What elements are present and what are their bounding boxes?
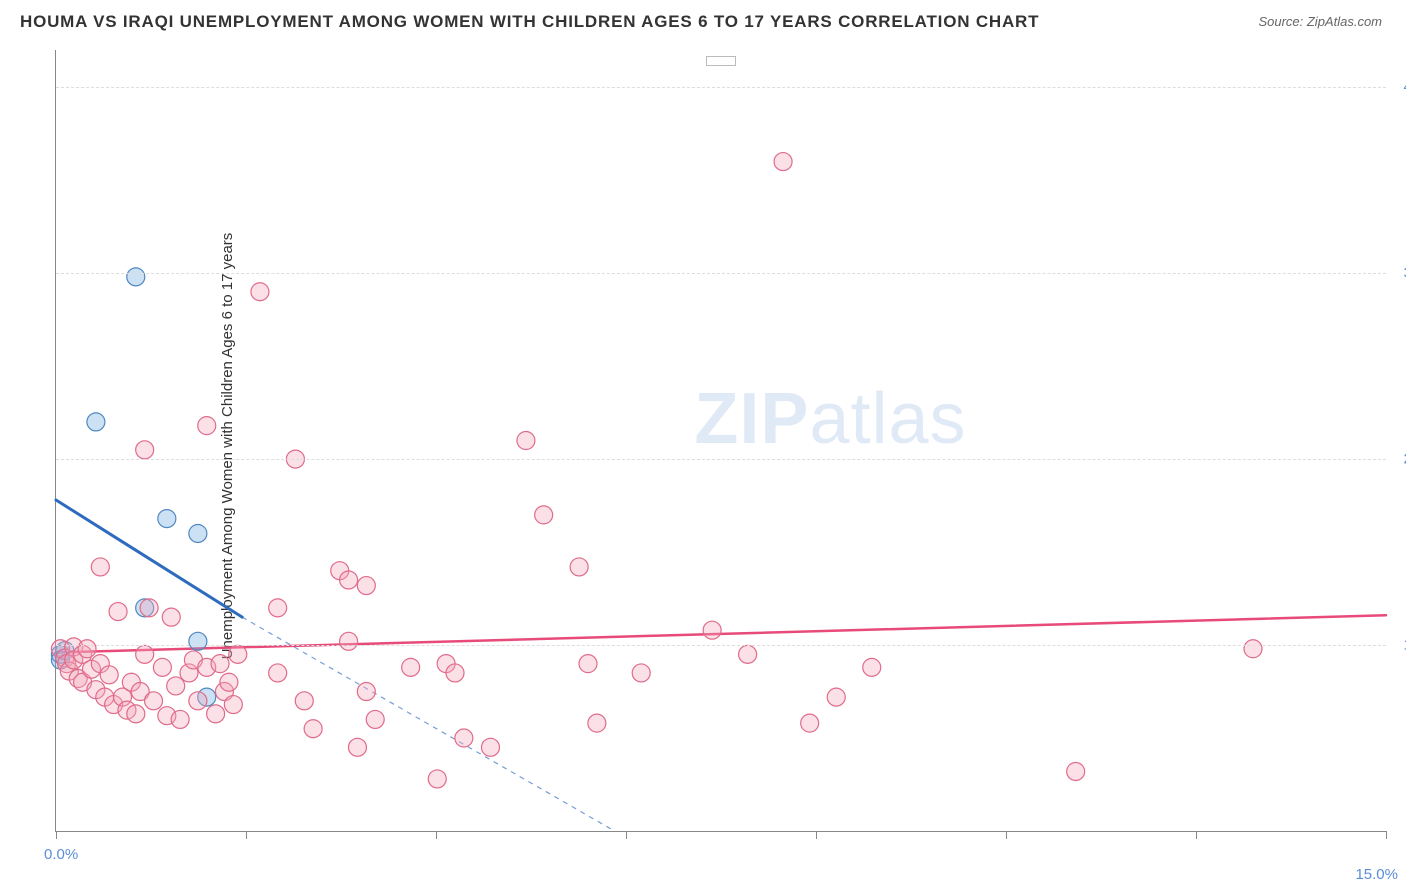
- data-point: [189, 632, 207, 650]
- data-point: [127, 705, 145, 723]
- data-point: [535, 506, 553, 524]
- data-point: [801, 714, 819, 732]
- data-point: [189, 692, 207, 710]
- data-point: [863, 658, 881, 676]
- data-point: [220, 673, 238, 691]
- chart-canvas: [56, 50, 1386, 831]
- data-point: [579, 655, 597, 673]
- data-point: [570, 558, 588, 576]
- gridline-h: [56, 273, 1386, 274]
- data-point: [304, 720, 322, 738]
- data-point: [100, 666, 118, 684]
- data-point: [340, 632, 358, 650]
- trend-line-iraqis: [56, 615, 1386, 652]
- data-point: [632, 664, 650, 682]
- data-point: [198, 417, 216, 435]
- data-point: [140, 599, 158, 617]
- data-point: [455, 729, 473, 747]
- data-point: [211, 655, 229, 673]
- data-point: [207, 705, 225, 723]
- x-tick: [1196, 831, 1197, 839]
- legend-stats-box: [706, 56, 736, 66]
- x-tick: [436, 831, 437, 839]
- data-point: [295, 692, 313, 710]
- data-point: [91, 558, 109, 576]
- data-point: [167, 677, 185, 695]
- data-point: [136, 441, 154, 459]
- data-point: [348, 738, 366, 756]
- data-point: [145, 692, 163, 710]
- x-tick-first: 0.0%: [44, 846, 78, 863]
- x-tick: [1386, 831, 1387, 839]
- data-point: [87, 413, 105, 431]
- data-point: [153, 658, 171, 676]
- x-tick: [56, 831, 57, 839]
- gridline-h: [56, 645, 1386, 646]
- data-point: [269, 599, 287, 617]
- data-point: [109, 603, 127, 621]
- data-point: [162, 608, 180, 626]
- data-point: [269, 664, 287, 682]
- trend-line-dash-houma: [242, 617, 614, 831]
- plot-area: ZIPatlas 0.0% 15.0% 10.0%20.0%30.0%40.0%: [55, 50, 1386, 832]
- data-point: [739, 645, 757, 663]
- data-point: [224, 696, 242, 714]
- data-point: [827, 688, 845, 706]
- x-tick: [1006, 831, 1007, 839]
- data-point: [229, 645, 247, 663]
- gridline-h: [56, 87, 1386, 88]
- data-point: [481, 738, 499, 756]
- data-point: [446, 664, 464, 682]
- gridline-h: [56, 459, 1386, 460]
- data-point: [357, 683, 375, 701]
- data-point: [171, 710, 189, 728]
- data-point: [127, 268, 145, 286]
- source-attribution: Source: ZipAtlas.com: [1258, 14, 1382, 29]
- data-point: [158, 510, 176, 528]
- data-point: [357, 577, 375, 595]
- data-point: [189, 524, 207, 542]
- data-point: [251, 283, 269, 301]
- data-point: [1067, 762, 1085, 780]
- x-tick: [816, 831, 817, 839]
- data-point: [1244, 640, 1262, 658]
- x-tick: [246, 831, 247, 839]
- chart-title: HOUMA VS IRAQI UNEMPLOYMENT AMONG WOMEN …: [20, 12, 1039, 32]
- data-point: [517, 432, 535, 450]
- data-point: [402, 658, 420, 676]
- data-point: [136, 645, 154, 663]
- x-tick: [626, 831, 627, 839]
- data-point: [78, 640, 96, 658]
- data-point: [340, 571, 358, 589]
- data-point: [366, 710, 384, 728]
- data-point: [428, 770, 446, 788]
- data-point: [703, 621, 721, 639]
- x-tick-last: 15.0%: [1355, 866, 1398, 883]
- data-point: [774, 153, 792, 171]
- data-point: [588, 714, 606, 732]
